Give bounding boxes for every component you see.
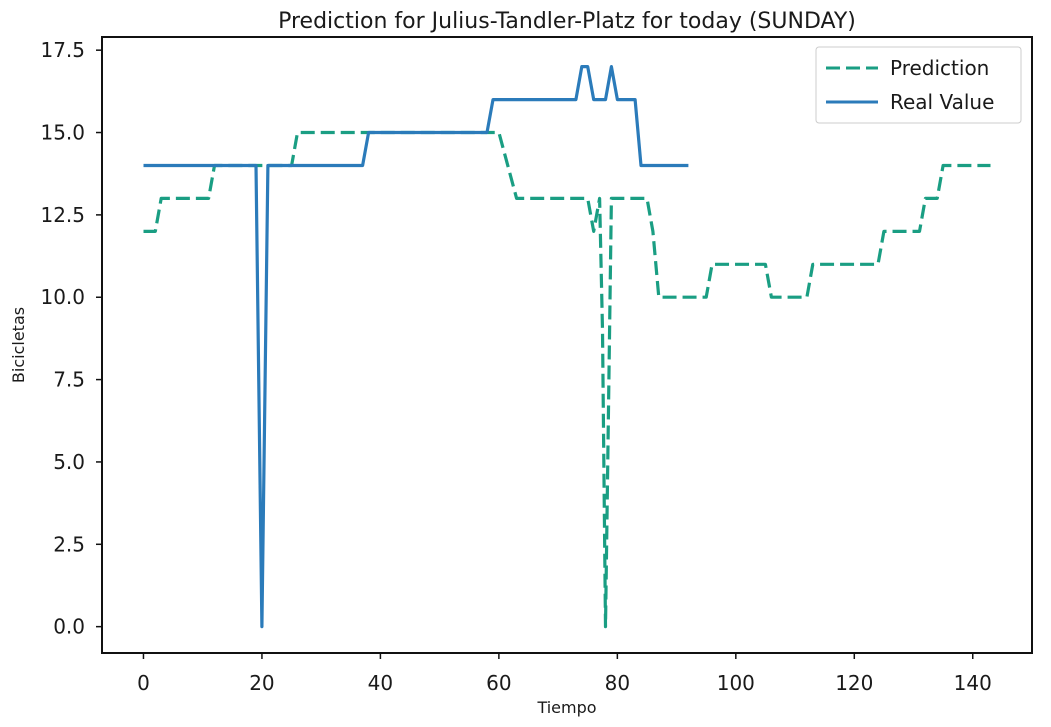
legend-label-real-value: Real Value xyxy=(890,90,994,114)
y-tick-label: 0.0 xyxy=(53,615,85,639)
legend: Prediction Real Value xyxy=(815,46,1022,124)
x-axis-label: Tiempo xyxy=(536,698,596,717)
chart-title: Prediction for Julius-Tandler-Platz for … xyxy=(278,9,856,34)
plot-area xyxy=(143,65,991,629)
legend-box xyxy=(815,46,1022,124)
x-tick-label: 80 xyxy=(605,671,630,695)
legend-label-prediction: Prediction xyxy=(890,56,989,80)
x-tick-label: 0 xyxy=(137,671,150,695)
y-axis-label: Bicicletas xyxy=(9,307,28,383)
y-tick-label: 10.0 xyxy=(40,285,85,309)
x-tick-label: 40 xyxy=(368,671,393,695)
x-axis: 0 20 40 60 80 100 120 140 xyxy=(137,653,992,695)
y-tick-label: 7.5 xyxy=(53,368,85,392)
x-tick-label: 120 xyxy=(835,671,873,695)
y-tick-label: 2.5 xyxy=(53,532,85,556)
y-tick-label: 5.0 xyxy=(53,450,85,474)
x-tick-label: 60 xyxy=(486,671,511,695)
y-tick-label: 12.5 xyxy=(40,203,85,227)
plot-frame xyxy=(101,36,1033,654)
series-line-real-value xyxy=(143,65,689,629)
y-tick-label: 15.0 xyxy=(40,121,85,145)
y-tick-label: 17.5 xyxy=(40,38,85,62)
x-tick-label: 140 xyxy=(954,671,992,695)
x-tick-label: 20 xyxy=(249,671,274,695)
y-axis: 0.0 2.5 5.0 7.5 10.0 12.5 15.0 17.5 xyxy=(40,38,102,639)
series-line-prediction xyxy=(143,130,991,629)
x-tick-label: 100 xyxy=(717,671,755,695)
